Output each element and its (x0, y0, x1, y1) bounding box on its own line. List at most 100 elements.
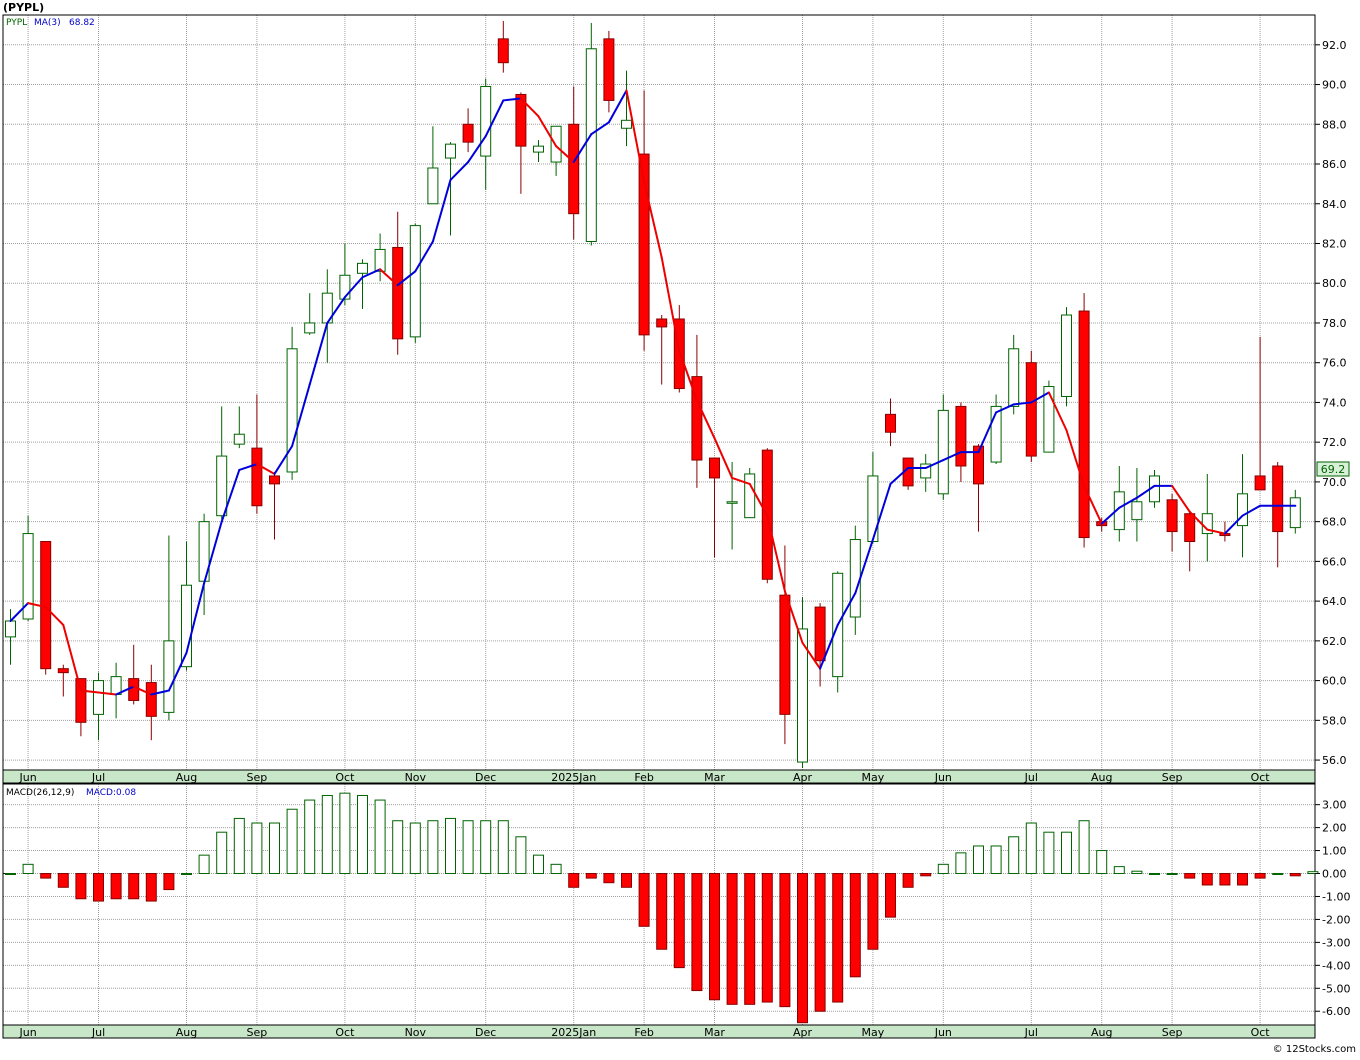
candle (691, 334, 703, 488)
candle-body (304, 322, 316, 334)
ma-segment (343, 276, 364, 299)
macd-bar (22, 863, 34, 875)
macd-bar (761, 873, 773, 1003)
ma-segment (379, 268, 399, 287)
price-x-label: Oct (335, 771, 355, 784)
ma-segment (150, 689, 170, 696)
price-x-label: Apr (793, 771, 813, 784)
macd-tick-label: 3.00 (1322, 799, 1347, 812)
price-tick-label: 66.0 (1322, 555, 1347, 568)
candle (304, 293, 316, 335)
price-tick-label: 60.0 (1322, 675, 1347, 688)
macd-x-label: Nov (405, 1026, 427, 1039)
ma-segment (449, 161, 470, 181)
macd-bar (885, 873, 896, 918)
ma-segment (1135, 484, 1156, 499)
ma-segment (607, 89, 628, 124)
ma-segment (836, 592, 857, 626)
candle (885, 398, 896, 447)
macd-bar (515, 836, 527, 875)
macd-x-axis-band (2, 1024, 1316, 1039)
candle-body (973, 445, 984, 485)
candle (251, 394, 263, 514)
ma-segment (97, 691, 118, 696)
price-x-label: 2025Jan (551, 771, 596, 784)
ma-segment (167, 651, 188, 692)
ma-segment (1188, 510, 1209, 531)
ma-segment (326, 296, 346, 324)
ma-segment (1241, 504, 1262, 517)
ma-segment (115, 685, 135, 696)
candle-body (286, 348, 298, 473)
macd-bar (392, 820, 404, 875)
price-tick-label: 74.0 (1322, 396, 1347, 409)
candle (1254, 336, 1266, 491)
macd-x-label: Sep (1162, 1026, 1183, 1039)
candle-body (40, 541, 52, 670)
macd-bar (339, 792, 351, 875)
macd-tick-label: -2.00 (1322, 913, 1350, 926)
ma-value: 68.82 (69, 18, 95, 28)
price-x-label: Sep (247, 771, 268, 784)
macd-bar (251, 822, 263, 875)
candle-body (849, 539, 861, 618)
macd-bar (832, 873, 844, 1003)
candle-body (656, 318, 668, 328)
price-x-label: Jul (91, 771, 105, 784)
macd-x-label: Feb (634, 1026, 653, 1039)
price-x-label: Aug (176, 771, 197, 784)
macd-x-label: Jun (19, 1026, 37, 1039)
macd-bar (233, 817, 245, 875)
macd-x-label: Oct (335, 1026, 355, 1039)
candle-body (339, 274, 351, 300)
candle-body (1061, 314, 1072, 397)
candle-body (937, 409, 949, 495)
candle-body (445, 143, 456, 159)
ma-segment (625, 89, 646, 183)
ma-segment (889, 467, 910, 485)
macd-bar (673, 873, 685, 969)
ma-segment (572, 133, 593, 164)
price-x-axis-band (2, 769, 1316, 784)
candle-body (1025, 362, 1037, 457)
macd-bar (304, 799, 316, 875)
candle-body (1078, 310, 1090, 539)
macd-bar (198, 854, 210, 875)
macd-tick-label: 0.00 (1322, 868, 1347, 881)
ma-segment (1206, 528, 1226, 535)
ma-segment (502, 97, 522, 102)
macd-x-label: Mar (704, 1026, 725, 1039)
price-tick-label: 72.0 (1322, 436, 1347, 449)
macd-bar (321, 794, 333, 875)
candle-body (550, 125, 562, 163)
macd-x-label: Jul (1024, 1026, 1038, 1039)
price-x-label: May (862, 771, 885, 784)
ma-segment (519, 97, 540, 118)
ma-segment (537, 115, 558, 148)
candle (1184, 511, 1196, 572)
macd-x-label: Sep (247, 1026, 268, 1039)
ma-segment (590, 121, 610, 136)
macd-bar (1113, 866, 1125, 875)
price-tick-label: 80.0 (1322, 277, 1347, 290)
candle-body (22, 533, 34, 620)
ma-segment (1047, 391, 1068, 432)
ma-segment (942, 451, 962, 462)
candle-body (427, 167, 439, 205)
macd-bar (1131, 870, 1143, 875)
candle-body (462, 123, 474, 143)
candle (973, 444, 984, 532)
macd-tick-label: 2.00 (1322, 822, 1347, 835)
candle-body (709, 457, 720, 479)
macd-bar (550, 863, 562, 875)
candle (93, 672, 104, 741)
price-x-label: Dec (475, 771, 496, 784)
price-tick-label: 62.0 (1322, 635, 1347, 648)
macd-bar (445, 817, 456, 875)
price-x-label: Sep (1162, 771, 1183, 784)
ma-segment (1171, 484, 1191, 513)
ma-segment (79, 689, 100, 694)
candle-body (392, 246, 404, 340)
